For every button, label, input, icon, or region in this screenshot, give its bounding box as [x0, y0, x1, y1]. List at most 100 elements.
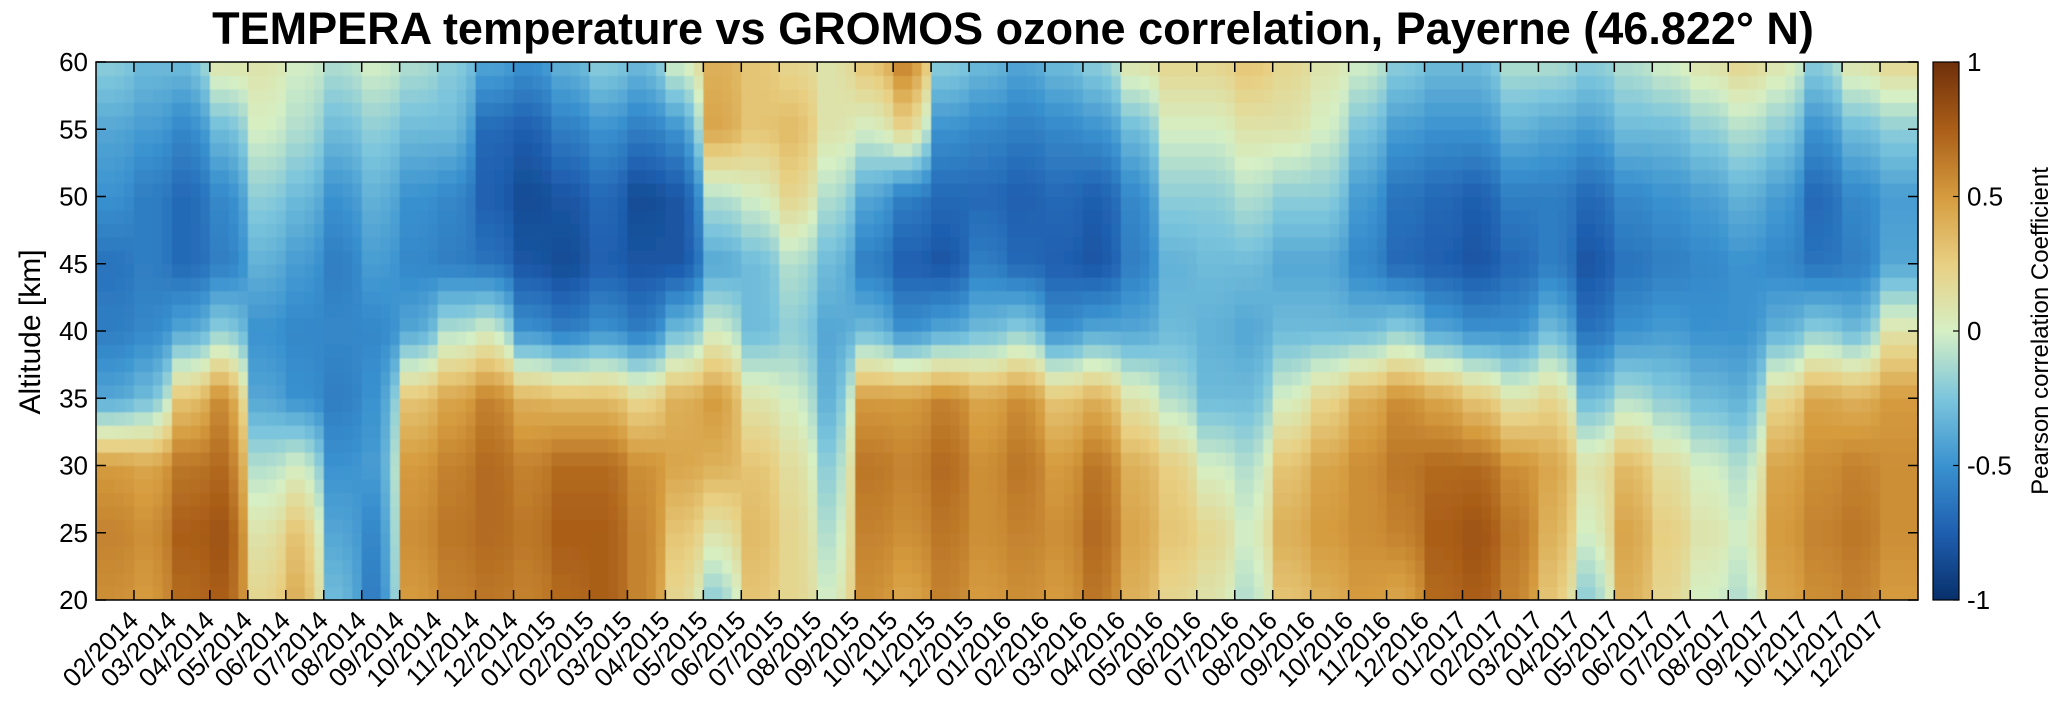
heatmap-cell: [276, 75, 287, 90]
heatmap-cell: [788, 102, 799, 117]
heatmap-cell: [570, 344, 581, 359]
heatmap-cell: [817, 465, 828, 480]
heatmap-cell: [105, 546, 116, 561]
heatmap-cell: [124, 586, 135, 600]
heatmap-cell: [190, 559, 201, 574]
heatmap-cell: [750, 129, 761, 144]
heatmap-cell: [1263, 290, 1274, 305]
heatmap-cell: [1139, 559, 1150, 574]
heatmap-cell: [437, 586, 448, 600]
heatmap-cell: [475, 357, 486, 372]
heatmap-cell: [532, 519, 543, 534]
heatmap-cell: [304, 156, 315, 171]
heatmap-cell: [978, 183, 989, 198]
heatmap-cell: [1092, 156, 1103, 171]
heatmap-cell: [902, 398, 913, 413]
heatmap-cell: [209, 250, 220, 265]
heatmap-cell: [902, 290, 913, 305]
heatmap-cell: [836, 75, 847, 90]
heatmap-cell: [466, 344, 477, 359]
heatmap-cell: [200, 357, 211, 372]
heatmap-cell: [788, 62, 799, 77]
heatmap-cell: [152, 115, 164, 130]
heatmap-cell: [1234, 88, 1245, 103]
heatmap-cell: [1044, 169, 1056, 184]
heatmap-cell: [627, 505, 638, 520]
heatmap-cell: [959, 398, 970, 413]
heatmap-cell: [551, 88, 562, 103]
heatmap-cell: [181, 465, 192, 480]
heatmap-cell: [105, 209, 116, 224]
heatmap-cell: [1149, 317, 1160, 332]
heatmap-cell: [1073, 573, 1084, 588]
heatmap-cell: [902, 344, 913, 359]
heatmap-cell: [181, 277, 192, 292]
heatmap-cell: [162, 331, 173, 346]
heatmap-cell: [1016, 209, 1027, 224]
heatmap-cell: [1215, 438, 1226, 453]
heatmap-cell: [969, 465, 980, 480]
heatmap-cell: [1025, 75, 1037, 90]
heatmap-cell: [333, 250, 344, 265]
heatmap-cell: [96, 102, 107, 117]
heatmap-cell: [978, 505, 989, 520]
heatmap-cell: [152, 573, 164, 588]
heatmap-cell: [1025, 465, 1037, 480]
heatmap-cell: [361, 102, 372, 117]
heatmap-cell: [200, 532, 211, 547]
heatmap-cell: [1272, 505, 1283, 520]
heatmap-cell: [323, 129, 334, 144]
heatmap-cell: [1073, 223, 1084, 238]
heatmap-cell: [950, 236, 961, 251]
heatmap-cell: [542, 62, 553, 77]
heatmap-cell: [598, 438, 610, 453]
heatmap-cell: [399, 465, 410, 480]
heatmap-cell: [836, 519, 847, 534]
heatmap-cell: [931, 384, 942, 399]
heatmap-cell: [1007, 183, 1018, 198]
heatmap-cell: [570, 236, 581, 251]
heatmap-cell: [731, 398, 742, 413]
heatmap-cell: [1234, 452, 1245, 467]
heatmap-cell: [560, 452, 572, 467]
heatmap-cell: [133, 425, 145, 440]
heatmap-cell: [988, 452, 999, 467]
heatmap-cell: [399, 438, 410, 453]
heatmap-cell: [162, 586, 173, 600]
heatmap-cell: [247, 425, 258, 440]
heatmap-cell: [874, 478, 885, 493]
heatmap-cell: [247, 102, 258, 117]
heatmap-cell: [940, 236, 951, 251]
heatmap-cell: [883, 438, 894, 453]
heatmap-cell: [409, 546, 420, 561]
heatmap-cell: [466, 398, 477, 413]
heatmap-cell: [703, 519, 714, 534]
heatmap-cell: [314, 492, 325, 507]
heatmap-cell: [560, 492, 572, 507]
heatmap-cell: [1168, 465, 1179, 480]
heatmap-cell: [1196, 384, 1207, 399]
heatmap-cell: [276, 223, 287, 238]
heatmap-cell: [228, 398, 239, 413]
heatmap-cell: [171, 142, 183, 157]
heatmap-cell: [371, 236, 382, 251]
heatmap-cell: [352, 344, 363, 359]
heatmap-cell: [1120, 169, 1131, 184]
heatmap-cell: [1244, 290, 1255, 305]
heatmap-cell: [579, 344, 591, 359]
heatmap-cell: [1139, 532, 1150, 547]
heatmap-cell: [1168, 209, 1179, 224]
heatmap-cell: [238, 492, 249, 507]
heatmap-cell: [257, 384, 268, 399]
heatmap-cell: [845, 169, 856, 184]
heatmap-cell: [247, 438, 258, 453]
heatmap-cell: [589, 277, 600, 292]
heatmap-cell: [617, 250, 629, 265]
heatmap-cell: [940, 263, 951, 278]
heatmap-cell: [779, 129, 790, 144]
heatmap-cell: [1225, 357, 1236, 372]
heatmap-cell: [741, 586, 752, 600]
heatmap-cell: [636, 492, 647, 507]
heatmap-cell: [551, 209, 562, 224]
heatmap-cell: [1063, 398, 1075, 413]
